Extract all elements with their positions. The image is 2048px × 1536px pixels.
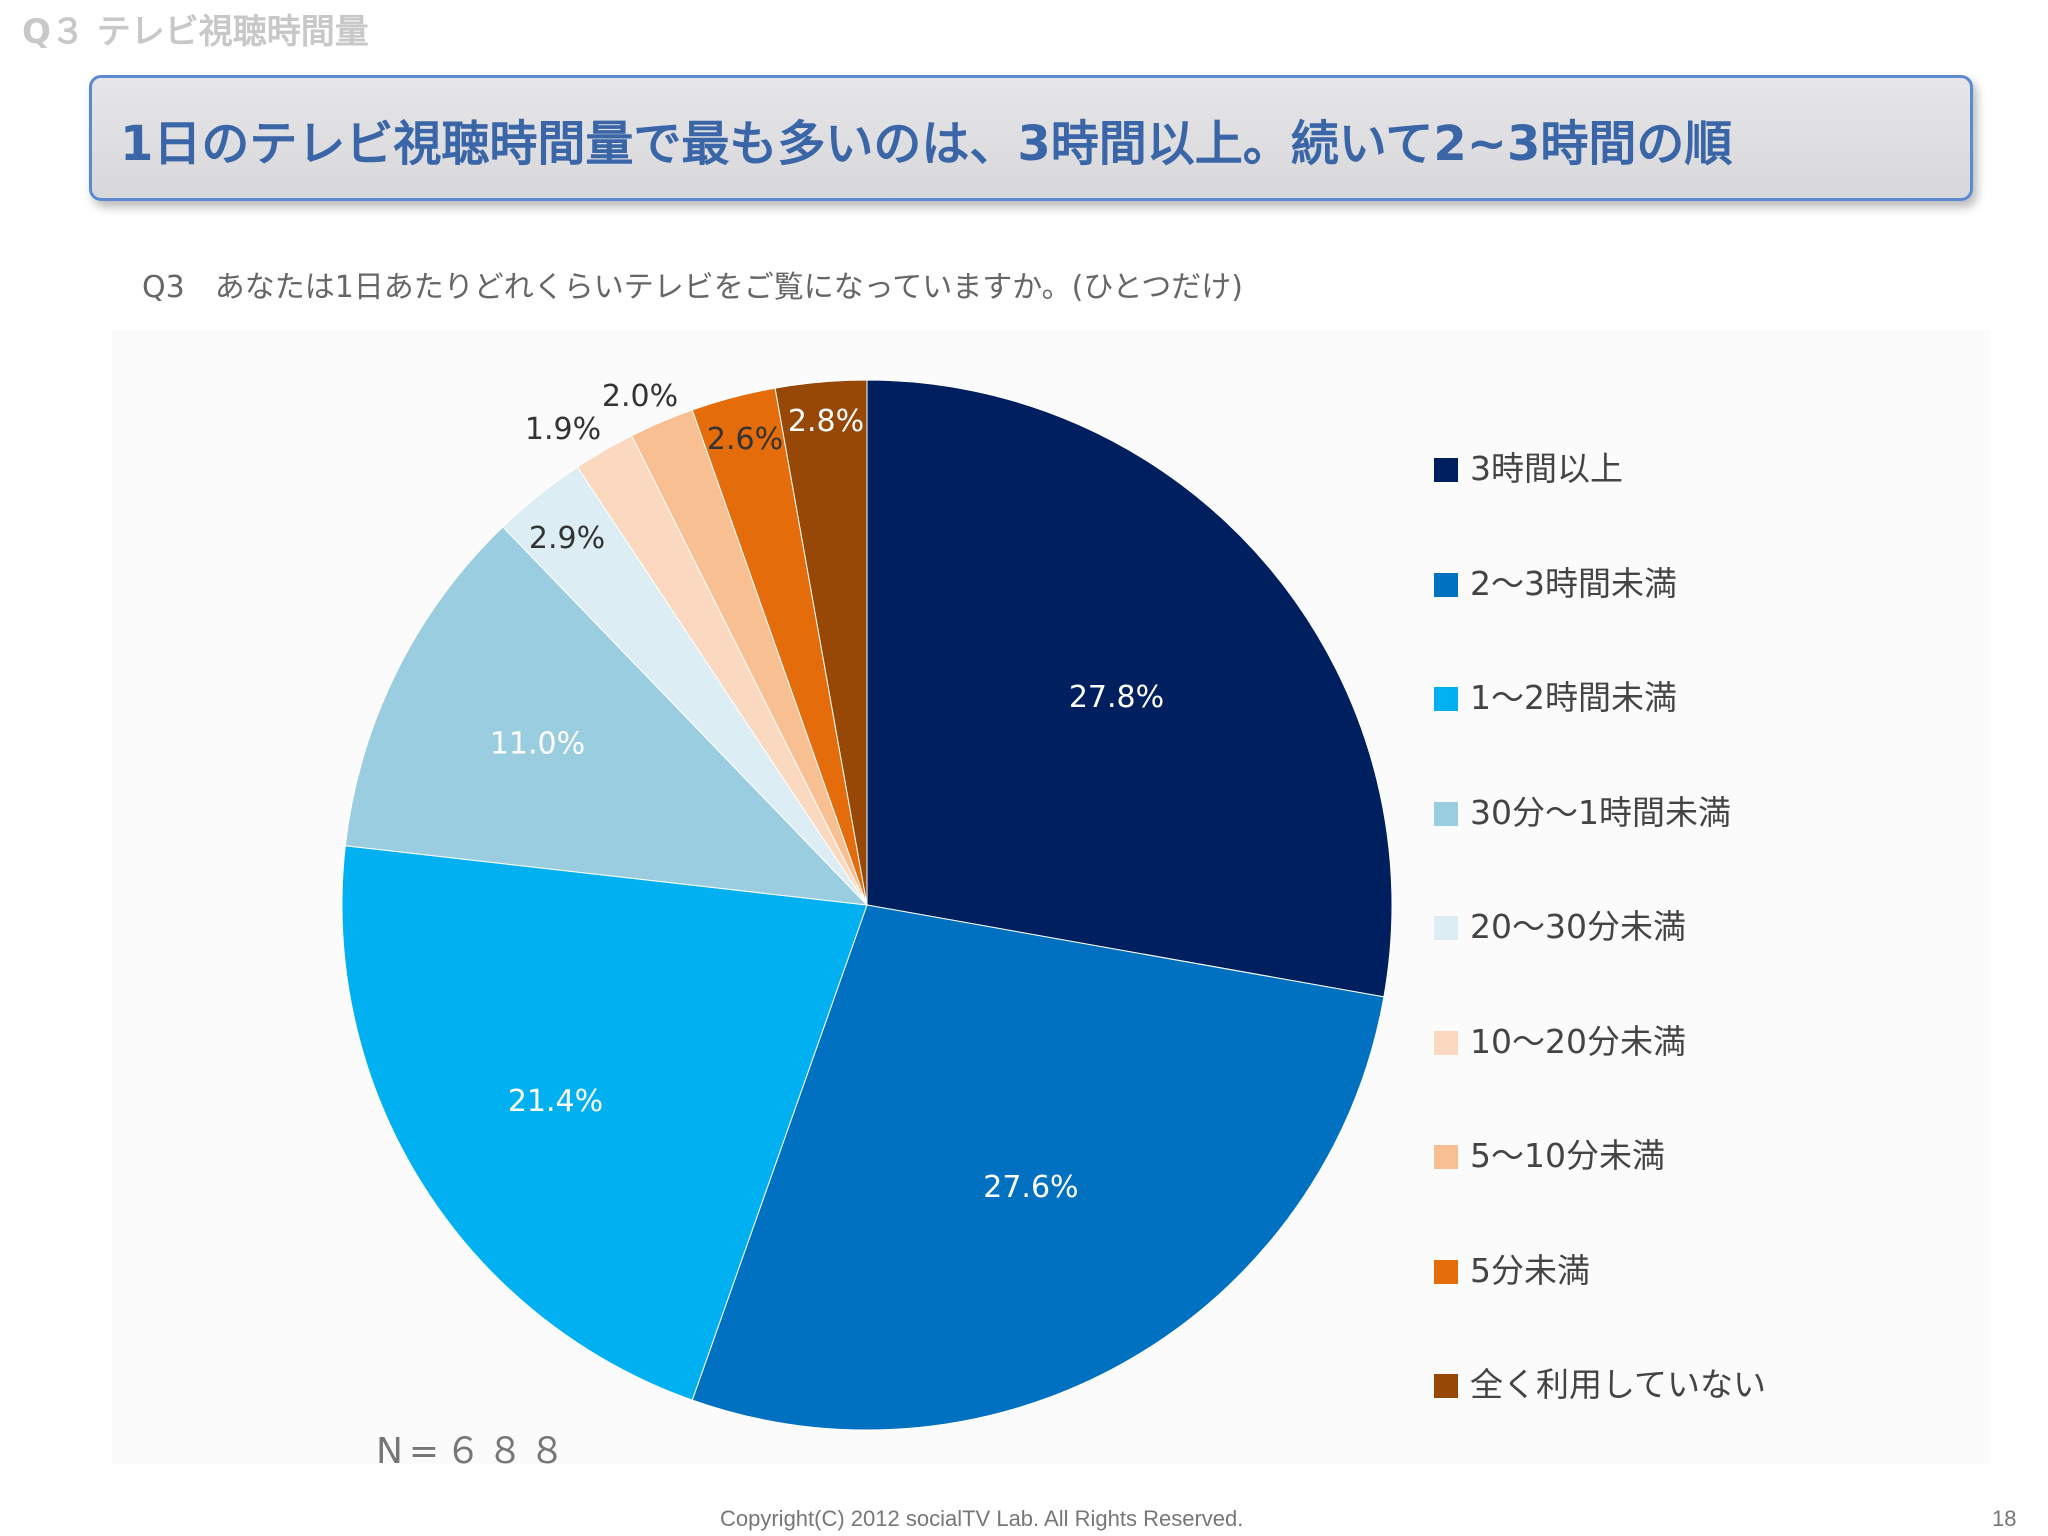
legend-label: 3時間以上: [1470, 449, 1623, 488]
pie-data-label: 2.9%: [529, 521, 605, 556]
section-label: Q３ テレビ視聴時間量: [22, 12, 369, 52]
legend-label: 10～20分未満: [1470, 1021, 1686, 1061]
legend-label: 5～10分未満: [1470, 1136, 1665, 1175]
legend-swatch: [1434, 458, 1458, 482]
pie-data-label: 2.8%: [788, 404, 864, 439]
pie-data-label: 21.4%: [508, 1084, 603, 1119]
survey-question: Q3 あなたは1日あたりどれくらいテレビをご覧になっていますか。(ひとつだけ): [142, 270, 1243, 305]
legend-swatch: [1434, 1145, 1458, 1169]
pie-data-label: 2.6%: [707, 422, 783, 457]
pie-data-label: 27.6%: [983, 1170, 1078, 1205]
copyright-footer: Copyright(C) 2012 socialTV Lab. All Righ…: [720, 1506, 1244, 1531]
pie-data-label: 1.9%: [525, 412, 601, 447]
legend-label: 5分未満: [1470, 1250, 1590, 1290]
headline-box: 1日のテレビ視聴時間量で最も多いのは、3時間以上。続いて2~3時間の順: [89, 75, 1973, 201]
pie-slice: [774, 379, 868, 906]
legend-swatch: [1434, 801, 1458, 826]
pie-data-label: 11.0%: [490, 726, 585, 761]
headline: 1日のテレビ視聴時間量で最も多いのは、3時間以上。続いて2~3時間の順: [120, 116, 1733, 172]
legend-swatch: [1434, 1259, 1458, 1284]
legend-swatch: [1434, 687, 1458, 711]
legend-label: 1～2時間未満: [1470, 678, 1677, 717]
page-number: 18: [1992, 1506, 2017, 1531]
legend-swatch: [1434, 572, 1458, 597]
legend-label: 20～30分未満: [1470, 907, 1686, 946]
legend-label: 2～3時間未満: [1470, 563, 1677, 603]
legend-label: 全く利用していない: [1470, 1365, 1767, 1404]
legend-label: 30分～1時間未満: [1470, 792, 1731, 832]
legend-swatch: [1434, 916, 1458, 940]
legend-swatch: [1434, 1030, 1458, 1055]
pie-slice: [691, 904, 1385, 1431]
pie-slice: [866, 379, 1393, 998]
pie-slice: [341, 845, 868, 1401]
sample-size: N=６８８: [376, 1431, 572, 1472]
pie-slice: [344, 526, 869, 906]
pie-data-label: 2.0%: [602, 379, 678, 414]
legend-swatch: [1434, 1374, 1458, 1398]
pie-data-label: 27.8%: [1069, 680, 1164, 715]
